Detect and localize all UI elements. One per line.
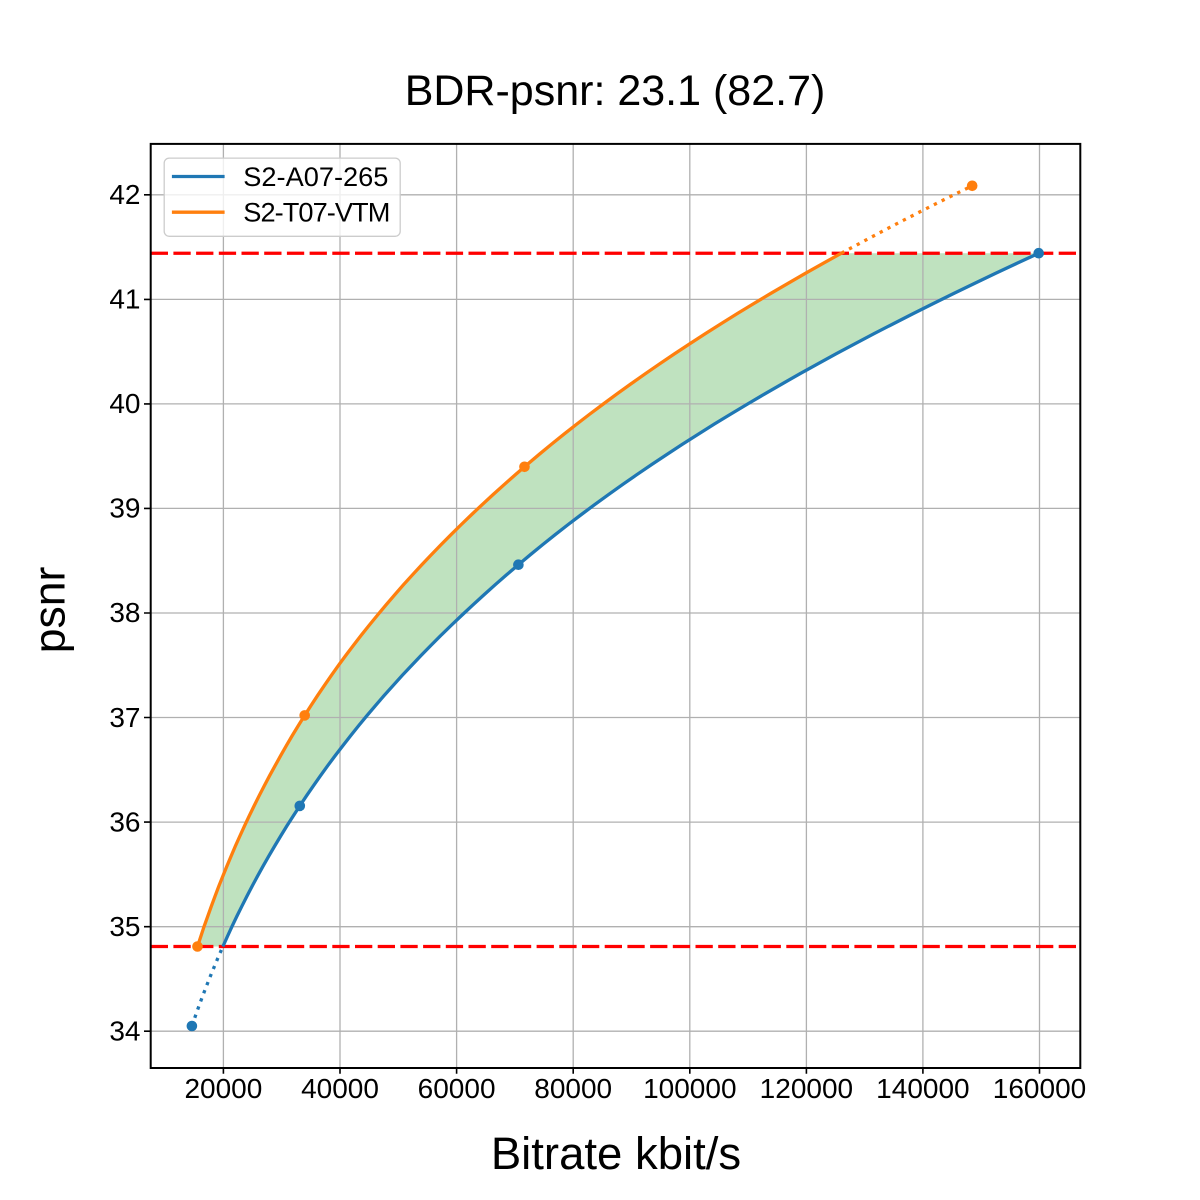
svg-text:80000: 80000 (534, 1073, 612, 1104)
svg-text:100000: 100000 (643, 1073, 736, 1104)
svg-text:38: 38 (109, 597, 140, 628)
svg-text:60000: 60000 (418, 1073, 496, 1104)
svg-text:35: 35 (109, 911, 140, 942)
svg-text:psnr: psnr (26, 567, 75, 654)
svg-text:42: 42 (109, 179, 140, 210)
svg-text:34: 34 (109, 1015, 140, 1046)
svg-text:20000: 20000 (184, 1073, 262, 1104)
svg-text:S2-A07-265: S2-A07-265 (243, 161, 388, 192)
svg-text:41: 41 (109, 284, 140, 315)
svg-text:160000: 160000 (993, 1073, 1086, 1104)
svg-text:40000: 40000 (301, 1073, 379, 1104)
svg-text:BDR-psnr: 23.1 (82.7): BDR-psnr: 23.1 (82.7) (405, 67, 826, 115)
svg-text:140000: 140000 (876, 1073, 969, 1104)
svg-text:36: 36 (109, 806, 140, 837)
svg-text:120000: 120000 (760, 1073, 853, 1104)
svg-text:39: 39 (109, 493, 140, 524)
svg-text:Bitrate kbit/s: Bitrate kbit/s (491, 1128, 741, 1179)
svg-text:37: 37 (109, 702, 140, 733)
svg-text:40: 40 (109, 388, 140, 419)
svg-text:S2-T07-VTM: S2-T07-VTM (243, 197, 389, 228)
